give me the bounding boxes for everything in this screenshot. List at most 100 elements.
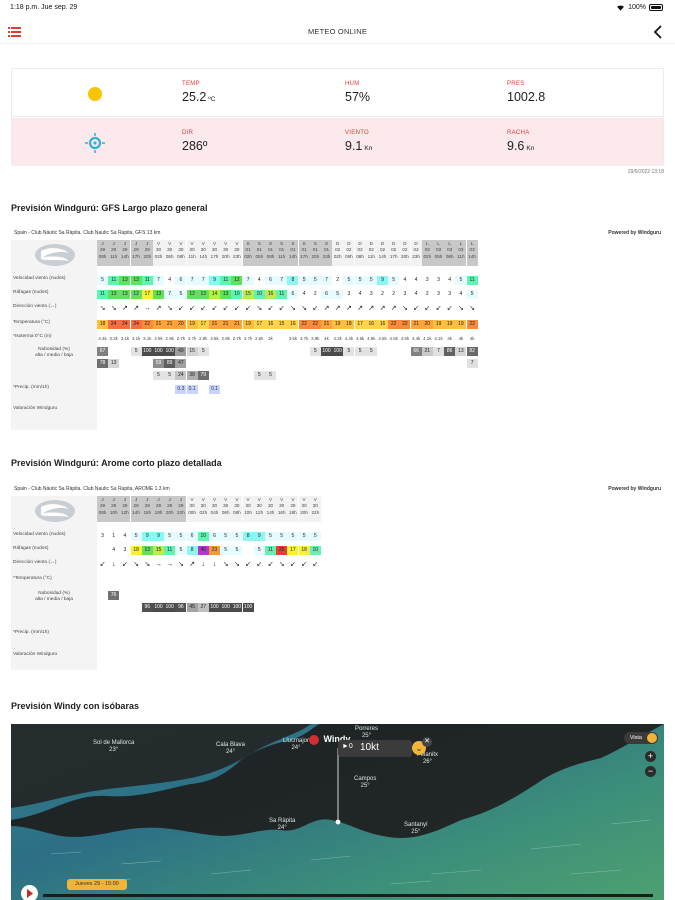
wind-cell: 11 [141,276,153,285]
dir-cell: ↙ [211,305,218,312]
wind-readout[interactable]: ►0 10kt ⌄ [338,740,426,757]
col-day: V [156,241,161,246]
col-hour: 12h [121,509,129,515]
wind-cell: 5 [175,532,187,541]
gust-cell: 3 [343,290,355,299]
gfs-forecast-table[interactable]: Spain - Club Náutic Sa Ràpita, Club Naut… [11,228,664,430]
forecast-col-header: V 30 16h [276,496,288,522]
hum-label: HUM [345,81,360,87]
dir-cell: ↙ [177,305,184,312]
col-date: 02 [346,247,352,253]
col-day: J [134,497,138,502]
cloud-high-cell: 66 [410,347,422,356]
dir-cell: ↓ [212,561,217,568]
col-day: V [212,497,217,502]
wind-cell: 5 [388,276,400,285]
zoom-out-button[interactable]: − [645,766,656,777]
col-hour: 12h [255,509,264,515]
col-hour: 16h [277,509,286,515]
col-day: S [268,241,273,246]
temp-cell: 21 [209,320,220,329]
forecast-col-header: S 01 23h [321,240,332,266]
row-label-temp: Temperatura (°C) [13,320,50,325]
col-date: 29 [99,247,106,253]
col-hour: 14h [378,253,387,259]
gust-cell: 25 [276,546,288,555]
iso-cell: 3.4k [98,336,107,341]
gust-cell: 5 [220,546,232,555]
forecast-col-header: J 29 08h [97,496,108,522]
dir-cell: ↗ [368,305,375,312]
menu-list-icon[interactable] [8,27,21,37]
wind-cell: 5 [220,532,232,541]
iso-cell: 2.7k [187,336,197,341]
dir-cell: ↙ [435,305,442,312]
dir-cell: ↙ [99,561,106,568]
wind-cell: 6 [209,532,220,541]
iso-cell: 3.5k [288,336,298,341]
cloud-mid-cell: 100 [153,603,164,612]
forecast-col-header: S 01 05h [253,240,265,266]
gust-cell: 2 [309,290,321,299]
dir-cell: ↙ [446,305,453,312]
col-date: 29 [122,503,128,509]
iso-cell: 3k [268,336,273,341]
zoom-in-button[interactable]: + [645,751,656,762]
chevron-left-icon[interactable] [651,23,665,41]
wind-cell: 9 [253,532,265,541]
windguru-logo-icon [35,244,75,266]
forecast-col-header: V 30 02h [197,496,209,522]
iso-cell: 4k [469,336,475,341]
col-date: 30 [178,247,184,253]
dir-cell: ↙ [245,561,252,568]
map-place: Porreres 25° [355,726,378,740]
dir-cell: ↘ [301,305,308,312]
col-day: V [235,241,239,246]
wind-cell: 5 [309,532,321,541]
iso-cell: 4.6k [355,336,365,341]
wind-direction-icon [85,133,105,153]
close-icon[interactable]: ✕ [422,737,432,747]
gust-cell: 12 [130,290,142,299]
gust-cell: 6 [321,290,332,299]
row-label-dir: Dirección viento (↔) [13,304,57,309]
col-date: 30 [256,503,262,509]
vista-button[interactable]: Vista [623,732,658,744]
col-day: V [235,497,239,502]
col-date: 30 [200,503,206,509]
map-land-shapes [11,724,664,885]
map-place: Sol de Mallorca 23° [93,740,134,754]
col-date: 29 [122,247,128,253]
wind-cell: 3 [433,276,444,285]
col-hour: 02h [199,509,208,515]
col-day: V [280,497,284,502]
dir-cell: ↘ [469,305,476,312]
wind-cell: 3 [421,276,433,285]
col-date: 29 [133,247,139,253]
windy-map[interactable]: Sol de Mallorca 23° Cala Blava 24° Llucmaj… [11,724,664,900]
temp-cell: 15 [276,320,288,329]
forecast-col-header: J 29 20h [164,496,176,522]
gust-cell: 5 [332,290,344,299]
col-day: D [414,241,418,246]
col-day: V [313,497,317,502]
col-date: 29 [144,503,150,509]
arome-forecast-table[interactable]: Spain - Club Náutic Sa Ràpita, Club Naut… [11,484,664,670]
col-hour: 23h [322,253,331,259]
iso-cell: 4k [458,336,464,341]
forecast-col-header: L 03 14h [466,240,478,266]
wind-cell: 2 [332,276,344,285]
timeline-track[interactable] [43,894,653,897]
iso-cell: 2.6k [255,336,264,341]
precip-cell: 0.1 [186,385,198,394]
place-name: Llucmajor [283,738,310,744]
dir-cell: → [166,561,174,568]
col-date: 01 [279,247,285,253]
play-button[interactable] [21,885,38,900]
wind-cell: 11 [466,276,478,285]
gust-cell: 2 [377,290,388,299]
windguru-logo-icon [35,500,75,522]
forecast-col-header: V 30 23h [231,240,243,266]
row-label-dir: Dirección viento (↔) [13,560,57,565]
gust-cell: 11 [265,546,276,555]
